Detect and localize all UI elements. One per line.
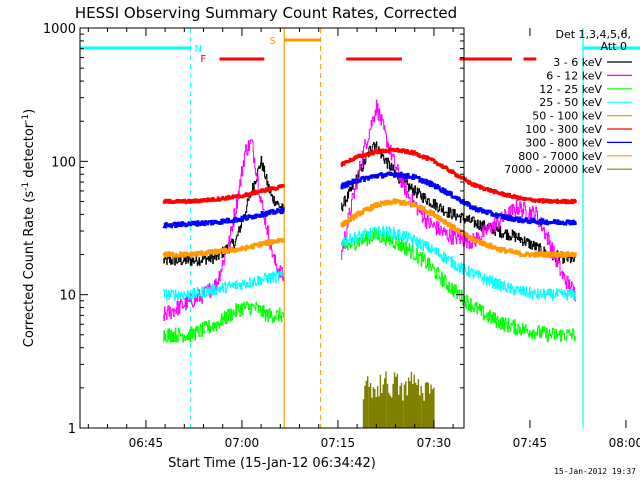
legend-entry: 300 - 800 keV bbox=[525, 136, 632, 149]
legend-label: 100 - 300 keV bbox=[525, 123, 602, 136]
legend-entry: 50 - 100 keV bbox=[532, 110, 632, 123]
x-tick-label: 07:15 bbox=[321, 436, 356, 450]
flare-flag-label: F bbox=[200, 54, 206, 65]
series-25-50keV bbox=[163, 225, 577, 301]
series-300-800keV bbox=[162, 171, 577, 229]
series-line bbox=[340, 147, 577, 205]
series-line bbox=[163, 155, 285, 266]
series-line bbox=[362, 371, 435, 428]
y-axis-label-part3: ) bbox=[22, 109, 37, 114]
y-axis-label-sup2: -1 bbox=[21, 114, 31, 123]
legend-label: 50 - 100 keV bbox=[532, 110, 602, 123]
legend-entry: 100 - 300 keV bbox=[525, 123, 632, 136]
y-tick-label: 100 bbox=[51, 155, 76, 170]
x-tick-label: 07:30 bbox=[417, 436, 452, 450]
x-tick-label: 07:00 bbox=[225, 436, 260, 450]
x-tick-label: 07:45 bbox=[513, 436, 548, 450]
night-flag-label: N bbox=[195, 44, 202, 55]
legend-entry: 12 - 25 keV bbox=[539, 83, 632, 96]
series-7000-20000keV bbox=[362, 371, 435, 428]
y-axis-label-part2: detector bbox=[22, 122, 37, 182]
series-line bbox=[341, 225, 577, 301]
series-line bbox=[162, 238, 285, 258]
legend-label: 6 - 12 keV bbox=[546, 69, 602, 82]
series-line bbox=[162, 184, 285, 205]
axes: 06:45 07:00 07:15 07:30 07:45 08:00 1 10 100 1000 bbox=[43, 22, 640, 450]
y-tick-label: 1 bbox=[68, 422, 76, 437]
y-axis-label: Corrected Count Rate (s-1 detector-1) bbox=[21, 109, 37, 347]
legend-entry: 25 - 50 keV bbox=[539, 96, 632, 109]
plot-area: N S F bbox=[80, 28, 640, 428]
series-line bbox=[163, 269, 285, 301]
legend-label: 7000 - 20000 keV bbox=[504, 163, 602, 176]
series-100-300keV bbox=[162, 147, 577, 205]
legend-entry: 800 - 7000 keV bbox=[518, 150, 632, 163]
footer-timestamp: 15-Jan-2012 19:37 bbox=[554, 467, 636, 476]
y-axis-label-part1: Corrected Count Rate (s bbox=[22, 191, 37, 348]
x-axis-label: Start Time (15-Jan-12 06:34:42) bbox=[168, 456, 376, 471]
series-line bbox=[341, 99, 577, 302]
legend-label: 800 - 7000 keV bbox=[518, 150, 602, 163]
legend-entry: 3 - 6 keV bbox=[553, 56, 632, 69]
series-line bbox=[163, 301, 285, 343]
series-line bbox=[162, 207, 285, 229]
x-tick-label: 08:00 bbox=[609, 436, 640, 450]
y-tick-label: 10 bbox=[59, 289, 76, 304]
legend-label: 3 - 6 keV bbox=[553, 56, 602, 69]
legend-header-line1: Det 1,3,4,5,6, bbox=[555, 28, 631, 41]
y-axis-label-sup1: -1 bbox=[21, 182, 31, 191]
series-line bbox=[340, 171, 577, 226]
legend-label: 12 - 25 keV bbox=[539, 83, 602, 96]
legend-label: 25 - 50 keV bbox=[539, 96, 602, 109]
saa-flag-label: S bbox=[269, 36, 275, 47]
legend-entry: 6 - 12 keV bbox=[546, 69, 632, 82]
plot-frame bbox=[79, 27, 465, 429]
legend-label: 300 - 800 keV bbox=[525, 136, 602, 149]
x-tick-label: 06:45 bbox=[129, 436, 164, 450]
legend-header-line2: Att 0 bbox=[601, 40, 627, 53]
chart-title: HESSI Observing Summary Count Rates, Cor… bbox=[75, 4, 457, 22]
series-6-12keV bbox=[163, 99, 577, 321]
legend-entry: 7000 - 20000 keV bbox=[504, 163, 632, 176]
series-line bbox=[163, 139, 285, 321]
y-tick-label: 1000 bbox=[43, 22, 76, 37]
series-50-100keV bbox=[162, 198, 577, 258]
series-line bbox=[340, 198, 577, 258]
